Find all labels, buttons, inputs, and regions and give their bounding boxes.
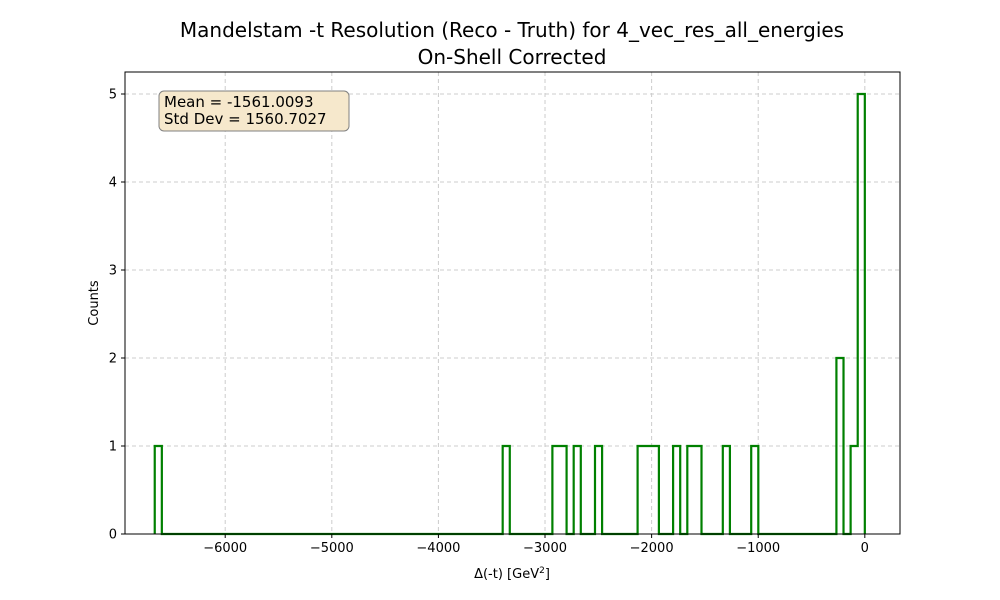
x-tick-label: −1000 xyxy=(736,541,780,556)
chart-title-line1: Mandelstam -t Resolution (Reco - Truth) … xyxy=(180,18,844,42)
chart-title-line2: On-Shell Corrected xyxy=(418,45,607,69)
y-tick-label: 4 xyxy=(109,176,117,191)
x-axis-label: Δ(-t) [GeV2] xyxy=(474,566,550,582)
x-tick-label: 0 xyxy=(861,541,869,556)
y-tick-label: 3 xyxy=(109,264,117,279)
x-tick-label: −3000 xyxy=(523,541,567,556)
y-tick-label: 2 xyxy=(109,352,117,367)
stats-box xyxy=(158,90,350,132)
grid xyxy=(125,72,900,535)
y-tick-label: 1 xyxy=(109,440,117,455)
plot-area xyxy=(125,72,900,534)
stats-std-dev: Std Dev = 1560.7027 xyxy=(164,110,327,128)
x-axis-label-superscript: 2 xyxy=(539,566,545,576)
x-tick-label: −2000 xyxy=(630,541,674,556)
y-tick-label: 0 xyxy=(109,528,117,543)
y-axis-ticks: 0 1 2 3 4 5 xyxy=(109,88,125,543)
x-tick-label: −6000 xyxy=(203,541,247,556)
x-axis-ticks: −6000 −5000 −4000 −3000 −2000 −1000 0 xyxy=(203,534,869,556)
x-tick-label: −5000 xyxy=(310,541,354,556)
axes-frame xyxy=(124,71,901,535)
x-axis-label-close: ] xyxy=(545,567,550,582)
y-tick-label: 5 xyxy=(109,88,117,103)
stats-mean: Mean = -1561.0093 xyxy=(164,93,314,111)
x-tick-label: −4000 xyxy=(416,541,460,556)
y-axis-label: Counts xyxy=(87,280,102,326)
x-axis-label-main: Δ(-t) [GeV xyxy=(474,567,539,582)
